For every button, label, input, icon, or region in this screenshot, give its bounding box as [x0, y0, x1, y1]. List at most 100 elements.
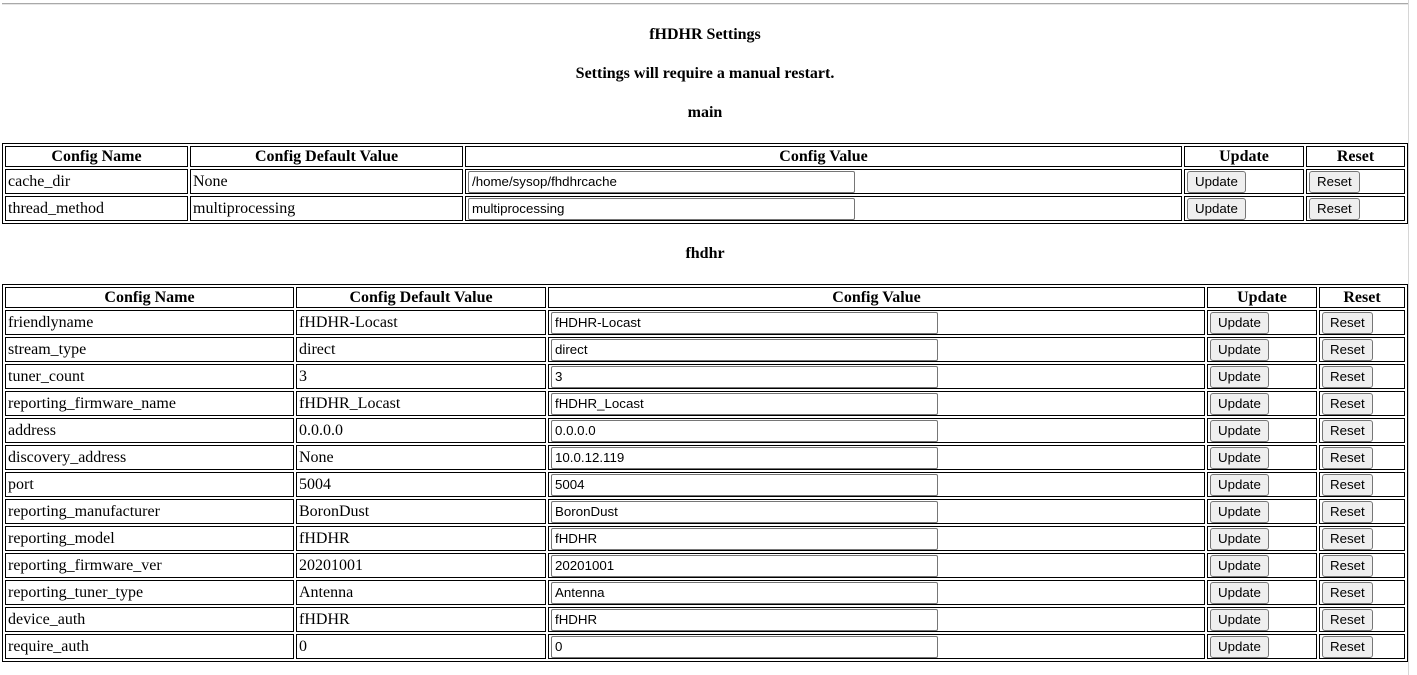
update-button[interactable]: Update [1187, 170, 1246, 193]
config-default-cell: None [190, 169, 463, 194]
config-value-cell [548, 499, 1205, 524]
viewport-right-edge-line [1408, 0, 1409, 675]
update-button[interactable]: Update [1210, 581, 1269, 604]
config-default-cell: Antenna [296, 580, 546, 605]
reset-button[interactable]: Reset [1309, 170, 1360, 193]
reset-button[interactable]: Reset [1322, 500, 1373, 523]
reset-cell: Reset [1319, 499, 1405, 524]
update-button[interactable]: Update [1210, 554, 1269, 577]
reset-button[interactable]: Reset [1322, 365, 1373, 388]
update-cell: Update [1207, 472, 1317, 497]
config-row: thread_method multiprocessing Update Res… [5, 196, 1405, 221]
reset-button[interactable]: Reset [1322, 554, 1373, 577]
config-value-input[interactable] [551, 554, 938, 577]
config-default-cell: fHDHR [296, 607, 546, 632]
reset-button[interactable]: Reset [1309, 197, 1360, 220]
config-default-cell: direct [296, 337, 546, 362]
config-value-input[interactable] [551, 311, 938, 334]
reset-button[interactable]: Reset [1322, 392, 1373, 415]
reset-cell: Reset [1319, 391, 1405, 416]
config-value-input[interactable] [551, 392, 938, 415]
config-row: reporting_manufacturer BoronDust Update … [5, 499, 1405, 524]
reset-cell: Reset [1319, 445, 1405, 470]
config-default-cell: fHDHR [296, 526, 546, 551]
column-header: Update [1184, 146, 1304, 167]
config-row: discovery_address None Update Reset [5, 445, 1405, 470]
config-value-input[interactable] [551, 419, 938, 442]
reset-cell: Reset [1319, 418, 1405, 443]
column-header: Config Default Value [190, 146, 463, 167]
config-value-input[interactable] [551, 473, 938, 496]
update-button[interactable]: Update [1210, 311, 1269, 334]
reset-button[interactable]: Reset [1322, 338, 1373, 361]
config-name-cell: address [5, 418, 294, 443]
config-row: reporting_firmware_ver 20201001 Update R… [5, 553, 1405, 578]
config-value-input[interactable] [551, 500, 938, 523]
config-value-input[interactable] [551, 581, 938, 604]
update-button[interactable]: Update [1210, 527, 1269, 550]
update-button[interactable]: Update [1210, 500, 1269, 523]
column-header: Config Value [465, 146, 1182, 167]
reset-button[interactable]: Reset [1322, 419, 1373, 442]
column-header: Reset [1319, 287, 1405, 308]
column-header: Config Default Value [296, 287, 546, 308]
update-cell: Update [1207, 391, 1317, 416]
config-name-cell: stream_type [5, 337, 294, 362]
config-value-input[interactable] [551, 338, 938, 361]
config-row: reporting_model fHDHR Update Reset [5, 526, 1405, 551]
sections-container: main Config Name Config Default Value Conf… [2, 104, 1408, 662]
config-name-cell: reporting_firmware_ver [5, 553, 294, 578]
reset-button[interactable]: Reset [1322, 446, 1373, 469]
reset-button[interactable]: Reset [1322, 608, 1373, 631]
reset-button[interactable]: Reset [1322, 635, 1373, 658]
config-default-cell: multiprocessing [190, 196, 463, 221]
update-cell: Update [1207, 526, 1317, 551]
config-value-input[interactable] [551, 446, 938, 469]
config-row: friendlyname fHDHR-Locast Update Reset [5, 310, 1405, 335]
config-row: reporting_tuner_type Antenna Update Rese… [5, 580, 1405, 605]
update-cell: Update [1207, 364, 1317, 389]
reset-cell: Reset [1319, 607, 1405, 632]
config-value-input[interactable] [468, 197, 855, 220]
update-button[interactable]: Update [1210, 392, 1269, 415]
update-cell: Update [1207, 310, 1317, 335]
update-button[interactable]: Update [1210, 338, 1269, 361]
config-name-cell: friendlyname [5, 310, 294, 335]
config-value-cell [548, 391, 1205, 416]
config-name-cell: port [5, 472, 294, 497]
reset-button[interactable]: Reset [1322, 473, 1373, 496]
reset-cell: Reset [1319, 553, 1405, 578]
config-name-cell: reporting_tuner_type [5, 580, 294, 605]
reset-button[interactable]: Reset [1322, 311, 1373, 334]
config-value-input[interactable] [551, 365, 938, 388]
config-value-input[interactable] [551, 635, 938, 658]
config-value-input[interactable] [551, 608, 938, 631]
update-cell: Update [1207, 580, 1317, 605]
update-button[interactable]: Update [1210, 419, 1269, 442]
header-row: Config Name Config Default Value Config Va… [5, 146, 1405, 167]
update-button[interactable]: Update [1210, 365, 1269, 388]
update-button[interactable]: Update [1210, 635, 1269, 658]
update-button[interactable]: Update [1210, 446, 1269, 469]
reset-cell: Reset [1319, 526, 1405, 551]
reset-cell: Reset [1306, 169, 1405, 194]
reset-button[interactable]: Reset [1322, 527, 1373, 550]
config-value-input[interactable] [551, 527, 938, 550]
config-value-cell [548, 607, 1205, 632]
config-table: Config Name Config Default Value Config Va… [2, 143, 1408, 224]
config-value-cell [548, 634, 1205, 659]
update-button[interactable]: Update [1210, 608, 1269, 631]
config-row: stream_type direct Update Reset [5, 337, 1405, 362]
reset-button[interactable]: Reset [1322, 581, 1373, 604]
page-subtitle: Settings will require a manual restart. [575, 65, 835, 82]
config-default-cell: 3 [296, 364, 546, 389]
update-cell: Update [1207, 418, 1317, 443]
update-button[interactable]: Update [1210, 473, 1269, 496]
config-row: require_auth 0 Update Reset [5, 634, 1405, 659]
config-value-input[interactable] [468, 170, 855, 193]
config-name-cell: reporting_firmware_name [5, 391, 294, 416]
config-row: cache_dir None Update Reset [5, 169, 1405, 194]
config-value-cell [548, 337, 1205, 362]
update-button[interactable]: Update [1187, 197, 1246, 220]
reset-cell: Reset [1319, 634, 1405, 659]
